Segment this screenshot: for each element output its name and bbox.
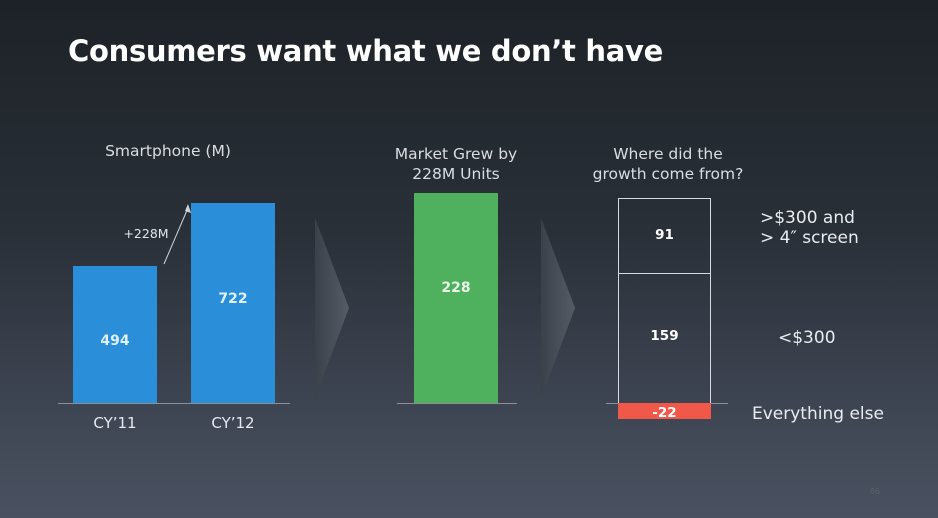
growth-arrow [163,204,191,265]
slide-title: Consumers want what we don’t have [68,34,663,68]
segment-everything-else [618,403,711,420]
chart2-baseline [397,403,517,404]
bar-market-growth-value-label: 228 [441,280,471,296]
bar-cy12 [191,203,275,403]
legend-under-300: <$300 [778,328,836,348]
legend-premium-large-screen: >$300 and > 4″ screen [760,208,859,248]
segment-everything-else-value-label: -22 [652,405,677,421]
legend-everything-else: Everything else [752,404,884,424]
chart1-baseline [58,403,290,404]
segment-premium-value-label: 91 [655,227,674,244]
bar-cy11 [73,266,157,403]
bar-cy12-value-label: 722 [218,291,248,307]
chevron-right-icon [315,218,349,398]
chevron-right-icon [541,218,575,398]
category-label-cy12: CY’12 [211,414,255,432]
growth-annotation: +228M [123,226,169,241]
chart1-title: Smartphone (M) [105,142,231,160]
category-label-cy11: CY’11 [93,414,137,432]
chart2-title: Market Grew by 228M Units [394,145,518,183]
page-number: 86 [869,487,880,496]
segment-under-300-value-label: 159 [650,327,679,344]
chart3-title: Where did the growth come from? [592,145,744,183]
bar-market-growth [414,193,498,403]
bar-cy11-value-label: 494 [100,332,130,349]
